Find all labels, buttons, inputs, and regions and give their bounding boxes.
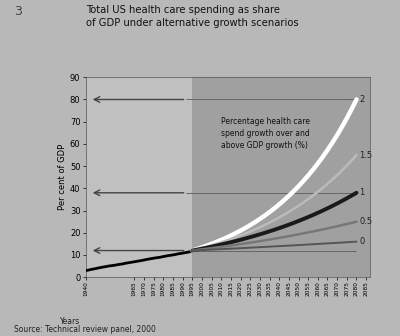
Text: 0: 0 [359,237,365,246]
Text: 3: 3 [14,5,22,18]
Bar [192,77,400,277]
Text: 0.5: 0.5 [359,217,372,226]
Text: 1.5: 1.5 [359,151,372,160]
Bar [86,77,192,277]
Text: 1: 1 [359,188,365,197]
Text: Percentage health care
spend growth over and
above GDP growth (%): Percentage health care spend growth over… [221,117,310,150]
Text: Years: Years [60,317,80,326]
Text: Total US health care spending as share
of GDP under alternative growth scenarios: Total US health care spending as share o… [86,5,299,28]
Text: 2: 2 [359,95,365,104]
Text: Source: Technical review panel, 2000: Source: Technical review panel, 2000 [14,325,156,334]
Y-axis label: Per cent of GDP: Per cent of GDP [58,144,67,210]
